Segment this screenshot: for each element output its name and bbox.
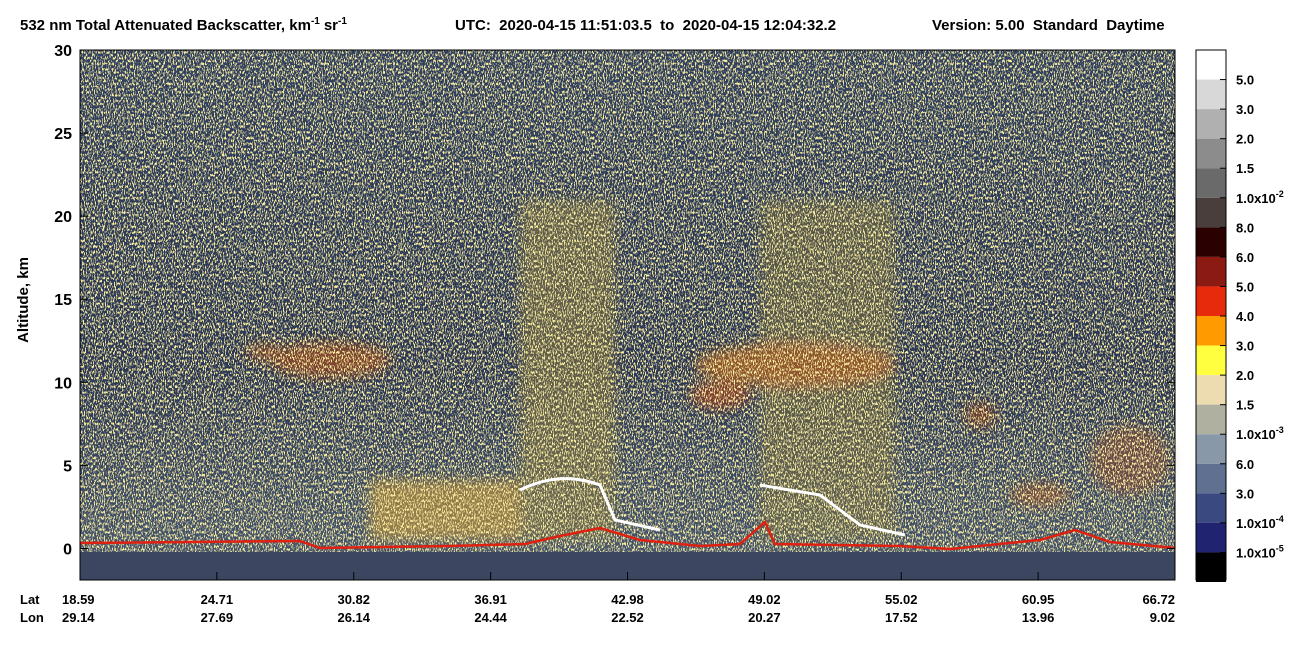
version: Version: 5.00 Standard Daytime <box>932 17 1165 34</box>
x-tick-label: 66.72 <box>1142 592 1175 607</box>
colorbar-swatch <box>1196 227 1226 257</box>
x-tick-label: 60.95 <box>1022 592 1055 607</box>
colorbar-label-text: 3.0 <box>1236 102 1254 117</box>
x-tick-label: 36.91 <box>474 592 507 607</box>
colorbar-label: 1.5 <box>1236 398 1254 413</box>
colorbar-swatch <box>1196 552 1226 582</box>
colorbar-label-text: 1.0x10 <box>1236 191 1276 206</box>
x-tick-label: 26.14 <box>337 610 370 625</box>
title-sup: -1 <box>338 16 347 27</box>
colorbar-label-text: 2.0 <box>1236 368 1254 383</box>
colorbar-swatch <box>1196 79 1226 110</box>
x-row-name: Lon <box>20 610 44 625</box>
colorbar-label-text: 1.0x10 <box>1236 427 1276 442</box>
y-tick-label: 10 <box>54 375 72 392</box>
colorbar-label-text: 1.0x10 <box>1236 545 1276 560</box>
y-tick-label: 30 <box>54 43 72 60</box>
colorbar-swatch <box>1196 256 1226 287</box>
colorbar-swatch <box>1196 109 1226 139</box>
colorbar-label-text: 5.0 <box>1236 279 1254 294</box>
x-tick-label: 49.02 <box>748 592 781 607</box>
colorbar-swatch <box>1196 463 1226 494</box>
x-tick-label: 24.71 <box>201 592 234 607</box>
colorbar-label-sup: -4 <box>1276 514 1284 524</box>
colorbar-label: 8.0 <box>1236 220 1254 235</box>
colorbar-swatch <box>1196 434 1226 464</box>
y-tick-label: 5 <box>63 458 72 475</box>
colorbar-swatch <box>1196 375 1226 405</box>
colorbar-label-text: 6.0 <box>1236 250 1254 265</box>
utc-range: UTC: 2020-04-15 11:51:03.5 to 2020-04-15… <box>455 17 836 34</box>
y-axis-label: Altitude, km <box>15 257 32 343</box>
x-tick-label: 24.44 <box>474 610 507 625</box>
chart-title: 532 nm Total Attenuated Backscatter, km-… <box>20 16 347 34</box>
plot-image <box>79 50 1176 580</box>
y-tick-label: 0 <box>63 541 72 558</box>
colorbar-label: 3.0 <box>1236 486 1254 501</box>
colorbar-frame <box>1195 49 1227 581</box>
x-tick-label: 55.02 <box>885 592 918 607</box>
colorbar-swatch <box>1196 197 1226 228</box>
colorbar-label: 3.0 <box>1236 339 1254 354</box>
x-tick-label: 30.82 <box>337 592 370 607</box>
colorbar-label: 5.0 <box>1236 73 1254 88</box>
colorbar-label-text: 2.0 <box>1236 132 1254 147</box>
colorbar-label-text: 1.0x10 <box>1236 516 1276 531</box>
colorbar-label: 6.0 <box>1236 457 1254 472</box>
x-tick-label: 42.98 <box>611 592 644 607</box>
colorbar-swatch <box>1196 404 1226 435</box>
colorbar-label-sup: -3 <box>1276 425 1284 435</box>
x-tick-label: 9.02 <box>1150 610 1175 625</box>
colorbar-label-text: 3.0 <box>1236 486 1254 501</box>
colorbar-label: 1.5 <box>1236 161 1254 176</box>
x-tick-label: 13.96 <box>1022 610 1055 625</box>
colorbar-label-text: 1.5 <box>1236 398 1254 413</box>
colorbar-swatch <box>1196 50 1226 80</box>
colorbar-label: 1.0x10-4 <box>1236 514 1284 531</box>
x-tick-label: 29.14 <box>62 610 95 625</box>
colorbar-swatch <box>1196 286 1226 316</box>
colorbar-label-sup: -5 <box>1276 543 1284 553</box>
x-row-name: Lat <box>20 592 40 607</box>
colorbar-label: 1.0x10-2 <box>1236 189 1284 206</box>
x-tick-label: 18.59 <box>62 592 95 607</box>
colorbar-label: 6.0 <box>1236 250 1254 265</box>
title-sup: -1 <box>311 16 320 27</box>
x-tick-label: 20.27 <box>748 610 781 625</box>
y-tick-label: 15 <box>54 292 72 309</box>
colorbar-label: 2.0 <box>1236 132 1254 147</box>
colorbar-swatch <box>1196 493 1226 523</box>
y-tick-label: 20 <box>54 209 72 226</box>
colorbar-label-text: 5.0 <box>1236 73 1254 88</box>
colorbar-label: 1.0x10-5 <box>1236 543 1284 560</box>
colorbar-label-text: 6.0 <box>1236 457 1254 472</box>
colorbar-swatch <box>1196 522 1226 553</box>
x-tick-label: 17.52 <box>885 610 918 625</box>
colorbar-label-text: 8.0 <box>1236 220 1254 235</box>
colorbar-label: 5.0 <box>1236 279 1254 294</box>
title-text: 532 nm Total Attenuated Backscatter, km <box>20 17 311 34</box>
colorbar-label-sup: -2 <box>1276 189 1284 199</box>
colorbar-label-text: 4.0 <box>1236 309 1254 324</box>
colorbar-label: 3.0 <box>1236 102 1254 117</box>
x-tick-label: 27.69 <box>201 610 234 625</box>
x-tick-label: 22.52 <box>611 610 644 625</box>
colorbar-swatch <box>1196 316 1226 346</box>
colorbar-label: 4.0 <box>1236 309 1254 324</box>
colorbar-label: 2.0 <box>1236 368 1254 383</box>
colorbar-label-text: 1.5 <box>1236 161 1254 176</box>
colorbar-label: 1.0x10-3 <box>1236 425 1284 442</box>
colorbar-label-text: 3.0 <box>1236 339 1254 354</box>
colorbar-swatch <box>1196 168 1226 198</box>
title-text: sr <box>324 17 338 34</box>
colorbar-swatch <box>1196 138 1226 169</box>
colorbar-swatch <box>1196 345 1226 376</box>
y-tick-label: 25 <box>54 126 72 143</box>
